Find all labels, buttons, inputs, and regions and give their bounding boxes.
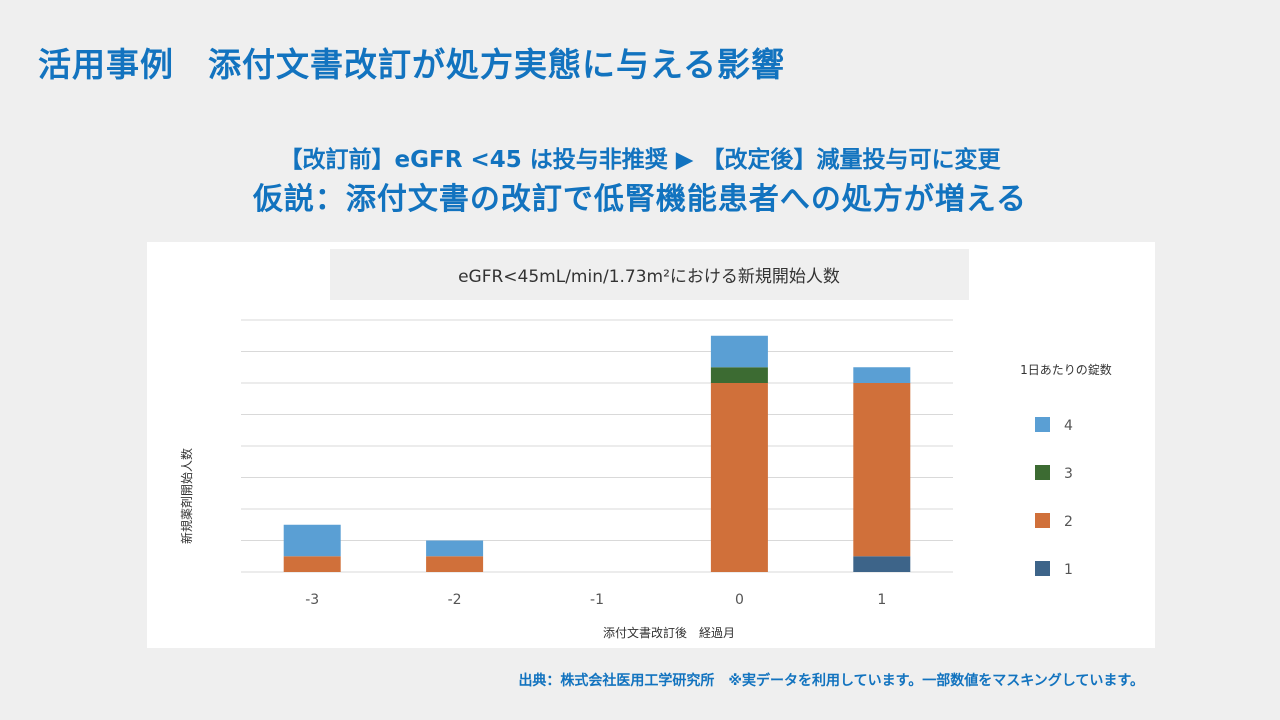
legend: 4 3 2 1 (1035, 417, 1073, 578)
x-tick-label: 0 (735, 592, 744, 608)
x-tick-label: -2 (448, 592, 462, 608)
x-tick-label: -3 (305, 592, 319, 608)
legend-swatch-4 (1035, 417, 1050, 432)
bar-segment-2-at-1 (853, 383, 911, 557)
revision-summary: 【改訂前】eGFR <45 は投与非推奨 ▶ 【改定後】減量投与可に変更 (279, 147, 1001, 173)
bar-segment-2-at--2 (426, 556, 484, 572)
bar-segment-2-at--3 (283, 556, 341, 572)
source-note: 出典：株式会社医用工学研究所 ※実データを利用しています。一部数値をマスキングし… (518, 673, 1144, 689)
legend-label-2: 2 (1064, 514, 1073, 530)
slide-title: 活用事例 添付文書改訂が処方実態に与える影響 (38, 45, 786, 84)
legend-title: 1日あたりの錠数 (1020, 362, 1112, 377)
bar-segment-4-at-1 (853, 367, 911, 383)
bars (283, 335, 911, 572)
bar-segment-4-at--3 (283, 524, 341, 557)
bar-segment-4-at--2 (426, 540, 484, 557)
legend-swatch-2 (1035, 513, 1050, 528)
stacked-bar-chart: eGFR<45mL/min/1.73m²における新規開始人数 -3 -2 -1 0 1 … (179, 249, 1112, 640)
bar-segment-1-at-1 (853, 556, 911, 572)
chart-title: eGFR<45mL/min/1.73m²における新規開始人数 (458, 267, 840, 287)
chart-title-box (330, 249, 969, 300)
bar-segment-4-at-0 (710, 335, 768, 368)
x-tick-label: -1 (590, 592, 604, 608)
y-axis-label: 新規薬剤開始人数 (179, 448, 194, 544)
bar-segment-2-at-0 (710, 383, 768, 572)
gridlines (241, 319, 953, 573)
legend-swatch-1 (1035, 561, 1050, 576)
legend-label-4: 4 (1064, 418, 1073, 434)
legend-label-3: 3 (1064, 466, 1073, 482)
x-axis-label: 添付文書改訂後 経過月 (603, 625, 735, 640)
bar-segment-3-at-0 (710, 367, 768, 383)
hypothesis-heading: 仮説：添付文書の改訂で低腎機能患者への処方が増える (252, 182, 1028, 217)
legend-swatch-3 (1035, 465, 1050, 480)
legend-label-1: 1 (1064, 562, 1073, 578)
chart-panel: eGFR<45mL/min/1.73m²における新規開始人数 -3 -2 -1 0 1 … (147, 242, 1155, 648)
x-tick-label: 1 (877, 592, 886, 608)
x-tick-labels: -3 -2 -1 0 1 (305, 592, 886, 608)
